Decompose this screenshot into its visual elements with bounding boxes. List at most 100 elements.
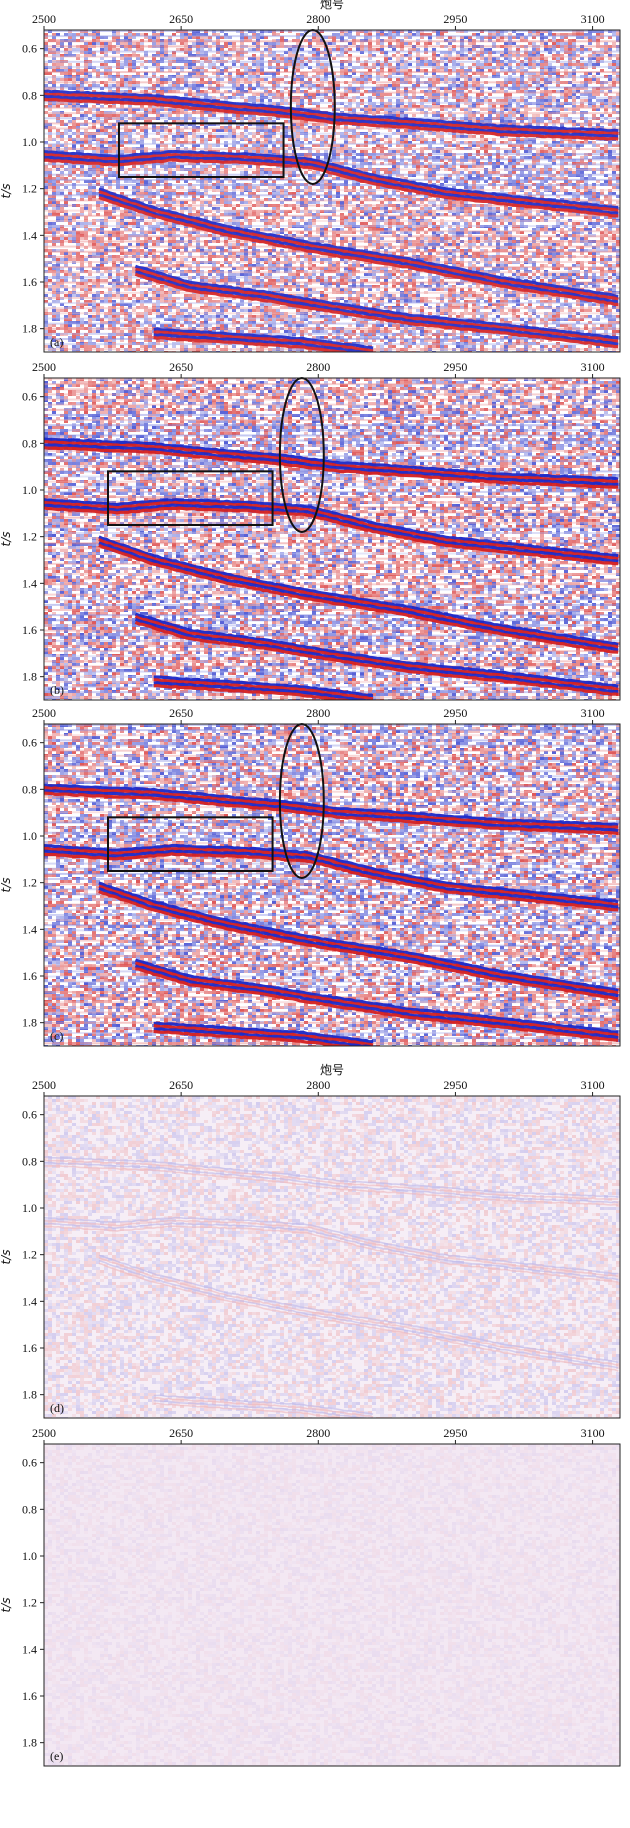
- heatmap-cell: [444, 90, 448, 93]
- heatmap-cell: [276, 189, 280, 192]
- heatmap-cell: [72, 33, 76, 36]
- heatmap-cell: [248, 36, 252, 39]
- heatmap-cell: [472, 111, 476, 114]
- heatmap-cell: [332, 36, 336, 39]
- heatmap-cell: [352, 78, 356, 81]
- heatmap-cell: [536, 114, 540, 117]
- heatmap-cell: [592, 78, 596, 81]
- heatmap-cell: [404, 129, 408, 132]
- heatmap-cell: [268, 150, 272, 153]
- heatmap-cell: [160, 129, 164, 132]
- heatmap-cell: [352, 108, 356, 111]
- heatmap-cell: [352, 141, 356, 144]
- heatmap-cell: [448, 69, 452, 72]
- heatmap-cell: [128, 78, 132, 81]
- heatmap-cell: [76, 72, 80, 75]
- heatmap-cell: [112, 132, 116, 135]
- heatmap-cell: [296, 144, 300, 147]
- heatmap-cell: [272, 147, 276, 150]
- heatmap-cell: [436, 78, 440, 81]
- heatmap-cell: [424, 51, 428, 54]
- heatmap-cell: [308, 42, 312, 45]
- heatmap-cell: [512, 108, 516, 111]
- heatmap-cell: [108, 90, 112, 93]
- heatmap-cell: [468, 114, 472, 117]
- heatmap-cell: [368, 42, 372, 45]
- heatmap-cell: [604, 147, 608, 150]
- heatmap-cell: [548, 45, 552, 48]
- heatmap-cell: [608, 36, 612, 39]
- heatmap-cell: [376, 36, 380, 39]
- heatmap-cell: [492, 108, 496, 111]
- heatmap-cell: [56, 168, 60, 171]
- heatmap-cell: [304, 123, 308, 126]
- heatmap-cell: [480, 48, 484, 51]
- heatmap-cell: [400, 99, 404, 102]
- heatmap-cell: [336, 156, 340, 159]
- heatmap-cell: [296, 153, 300, 156]
- heatmap-cell: [248, 48, 252, 51]
- heatmap-cell: [612, 42, 616, 45]
- heatmap-cell: [316, 126, 320, 129]
- heatmap-cell: [44, 84, 48, 87]
- heatmap-cell: [124, 177, 128, 180]
- heatmap-cell: [516, 36, 520, 39]
- heatmap-cell: [416, 168, 420, 171]
- heatmap-cell: [396, 174, 400, 177]
- heatmap-cell: [284, 183, 288, 186]
- heatmap-cell: [392, 72, 396, 75]
- heatmap-cell: [568, 75, 572, 78]
- heatmap-cell: [504, 183, 508, 186]
- heatmap-cell: [160, 126, 164, 129]
- heatmap-cell: [72, 48, 76, 51]
- heatmap-cell: [368, 99, 372, 102]
- heatmap-cell: [304, 129, 308, 132]
- heatmap-cell: [244, 183, 248, 186]
- heatmap-cell: [420, 75, 424, 78]
- heatmap-cell: [196, 171, 200, 174]
- heatmap-cell: [192, 42, 196, 45]
- heatmap-cell: [256, 60, 260, 63]
- heatmap-cell: [512, 168, 516, 171]
- heatmap-cell: [552, 90, 556, 93]
- heatmap-cell: [180, 30, 184, 33]
- heatmap-cell: [252, 93, 256, 96]
- heatmap-cell: [364, 81, 368, 84]
- heatmap-cell: [408, 174, 412, 177]
- heatmap-cell: [316, 102, 320, 105]
- heatmap-cell: [592, 141, 596, 144]
- heatmap-cell: [256, 189, 260, 192]
- heatmap-cell: [604, 165, 608, 168]
- heatmap-cell: [576, 54, 580, 57]
- heatmap-cell: [260, 51, 264, 54]
- heatmap-cell: [308, 147, 312, 150]
- heatmap-cell: [472, 78, 476, 81]
- heatmap-cell: [216, 51, 220, 54]
- heatmap-cell: [216, 129, 220, 132]
- heatmap-cell: [576, 123, 580, 126]
- heatmap-cell: [44, 177, 48, 180]
- heatmap-cell: [292, 99, 296, 102]
- heatmap-cell: [588, 99, 592, 102]
- heatmap-cell: [108, 45, 112, 48]
- heatmap-cell: [516, 153, 520, 156]
- heatmap-cell: [500, 114, 504, 117]
- heatmap-cell: [400, 135, 404, 138]
- heatmap-cell: [452, 45, 456, 48]
- heatmap-cell: [252, 186, 256, 189]
- heatmap-cell: [584, 63, 588, 66]
- heatmap-cell: [556, 90, 560, 93]
- heatmap-cell: [88, 54, 92, 57]
- heatmap-cell: [364, 105, 368, 108]
- heatmap-cell: [400, 177, 404, 180]
- heatmap-cell: [156, 42, 160, 45]
- heatmap-cell: [124, 48, 128, 51]
- heatmap-cell: [68, 30, 72, 33]
- heatmap-cell: [456, 159, 460, 162]
- heatmap-cell: [196, 126, 200, 129]
- heatmap-cell: [176, 126, 180, 129]
- heatmap-cell: [344, 129, 348, 132]
- heatmap-cell: [216, 75, 220, 78]
- heatmap-cell: [336, 108, 340, 111]
- heatmap-cell: [60, 120, 64, 123]
